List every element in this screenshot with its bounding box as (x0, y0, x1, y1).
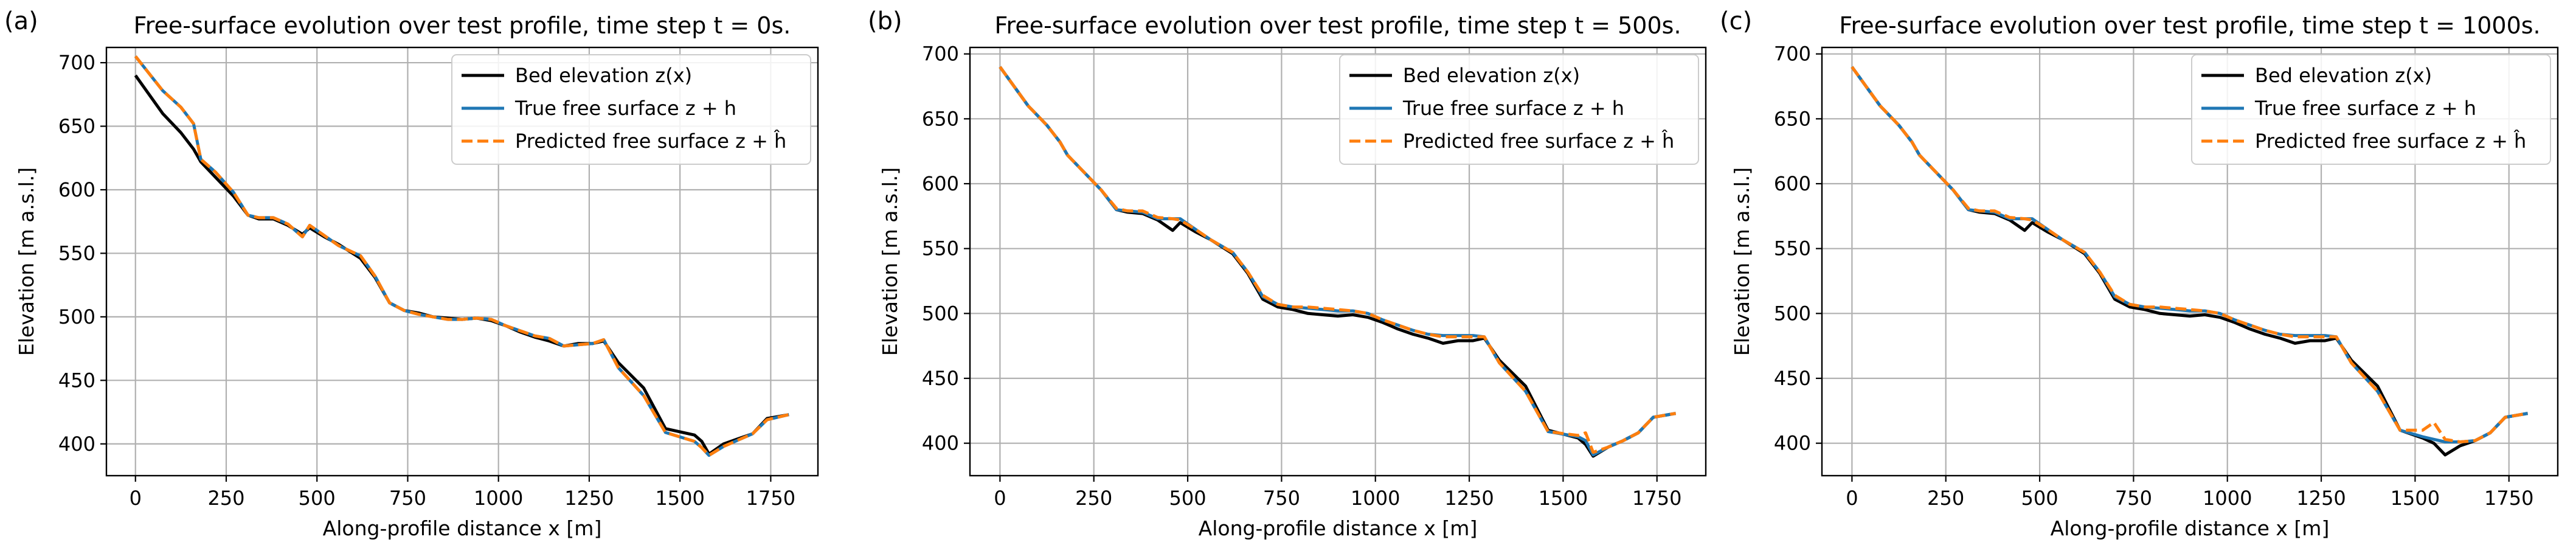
x-tick-label: 1750 (2484, 487, 2533, 510)
y-tick-label: 600 (58, 178, 95, 201)
x-tick-label: 1750 (1632, 487, 1681, 510)
x-tick-label: 250 (207, 487, 244, 510)
legend-pred-label: Predicted free surface z + ĥ (515, 130, 786, 153)
predicted-free-surface-line (1851, 66, 2529, 443)
x-tick-label: 1500 (1539, 487, 1588, 510)
x-tick-label: 1250 (1444, 487, 1494, 510)
x-tick-label: 1000 (1351, 487, 1400, 510)
x-axis-label: Along-profile distance x [m] (1199, 516, 1478, 540)
chart-panel-3: 0 250 500 750 1000 1250 1500 1750 400 450 500 550 60… (1720, 7, 2559, 540)
y-tick-label: 400 (1774, 432, 1811, 455)
legend: Bed elevation z(x) True free surface z + … (1339, 54, 1699, 165)
legend-true-label: True free surface z + h (514, 97, 736, 120)
y-axis-label: Elevation [m a.s.l.] (1730, 167, 1754, 356)
legend-true-label: True free surface z + h (2254, 97, 2476, 120)
legend: Bed elevation z(x) True free surface z + … (451, 54, 811, 165)
panel-label: (b) (868, 7, 902, 35)
legend-bed-label: Bed elevation z(x) (515, 64, 692, 87)
x-tick-label: 1000 (2203, 487, 2252, 510)
predicted-free-surface-line (999, 66, 1677, 454)
x-tick-label: 500 (299, 487, 336, 510)
x-tick-label: 1250 (564, 487, 614, 510)
axes-frame (969, 46, 1707, 477)
legend: Bed elevation z(x) True free surface z + … (2191, 54, 2551, 165)
y-tick-label: 550 (1774, 237, 1811, 260)
y-tick-label: 450 (58, 369, 95, 392)
x-tick-label: 0 (1846, 487, 1858, 510)
legend-true-label: True free surface z + h (1402, 97, 1624, 120)
legend-box (451, 54, 811, 165)
y-tick-label: 400 (58, 432, 95, 456)
legend-bed-label: Bed elevation z(x) (1403, 64, 1580, 87)
chart-panel-2: 0 250 500 750 1000 1250 1500 1750 400 450 500 550 60… (868, 7, 1707, 540)
y-tick-label: 550 (58, 241, 95, 265)
x-tick-label: 750 (2115, 487, 2152, 510)
legend-box (1339, 54, 1699, 165)
x-tick-label: 1000 (474, 487, 523, 510)
panel-label: (a) (4, 7, 38, 35)
y-tick-label: 650 (922, 107, 959, 130)
y-tick-label: 500 (58, 305, 95, 328)
y-tick-label: 550 (922, 237, 959, 260)
chart-panel-1: 0 250 500 750 1000 1250 1500 1750 400 450 500 550 60… (4, 7, 819, 540)
y-tick-label: 450 (1774, 367, 1811, 390)
y-tick-label: 600 (1774, 172, 1811, 195)
y-tick-label: 600 (922, 172, 959, 195)
y-tick-label: 500 (1774, 302, 1811, 325)
axes-frame (1821, 46, 2559, 477)
x-tick-label: 1750 (746, 487, 795, 510)
chart-title: Free-surface evolution over test profile… (994, 12, 1681, 39)
y-tick-label: 650 (58, 115, 95, 138)
y-axis-label: Elevation [m a.s.l.] (878, 167, 902, 356)
y-tick-label: 450 (922, 367, 959, 390)
x-axis-label: Along-profile distance x [m] (323, 516, 602, 540)
legend-box (2191, 54, 2551, 165)
panel-label: (c) (1720, 7, 1752, 35)
y-tick-label: 650 (1774, 107, 1811, 130)
x-tick-label: 250 (1927, 487, 1964, 510)
x-tick-label: 250 (1075, 487, 1112, 510)
y-tick-label: 700 (1774, 43, 1811, 66)
legend-pred-label: Predicted free surface z + ĥ (2255, 130, 2526, 153)
x-tick-label: 1500 (2391, 487, 2440, 510)
axes-frame (105, 46, 819, 477)
x-tick-label: 750 (1263, 487, 1300, 510)
x-tick-label: 750 (389, 487, 426, 510)
y-tick-label: 700 (58, 51, 95, 74)
y-tick-label: 700 (922, 43, 959, 66)
x-tick-label: 500 (1169, 487, 1207, 510)
legend-bed-label: Bed elevation z(x) (2255, 64, 2432, 87)
y-axis-label: Elevation [m a.s.l.] (15, 167, 38, 356)
chart-title: Free-surface evolution over test profile… (1839, 12, 2540, 39)
x-tick-label: 0 (994, 487, 1006, 510)
x-tick-label: 1250 (2296, 487, 2346, 510)
x-tick-label: 0 (130, 487, 142, 510)
x-tick-label: 500 (2021, 487, 2058, 510)
y-tick-label: 400 (922, 432, 959, 455)
x-axis-label: Along-profile distance x [m] (2051, 516, 2330, 540)
legend-pred-label: Predicted free surface z + ĥ (1403, 130, 1674, 153)
y-tick-label: 500 (922, 302, 959, 325)
chart-title: Free-surface evolution over test profile… (134, 12, 791, 39)
predicted-free-surface-line (134, 55, 789, 457)
x-tick-label: 1500 (655, 487, 704, 510)
